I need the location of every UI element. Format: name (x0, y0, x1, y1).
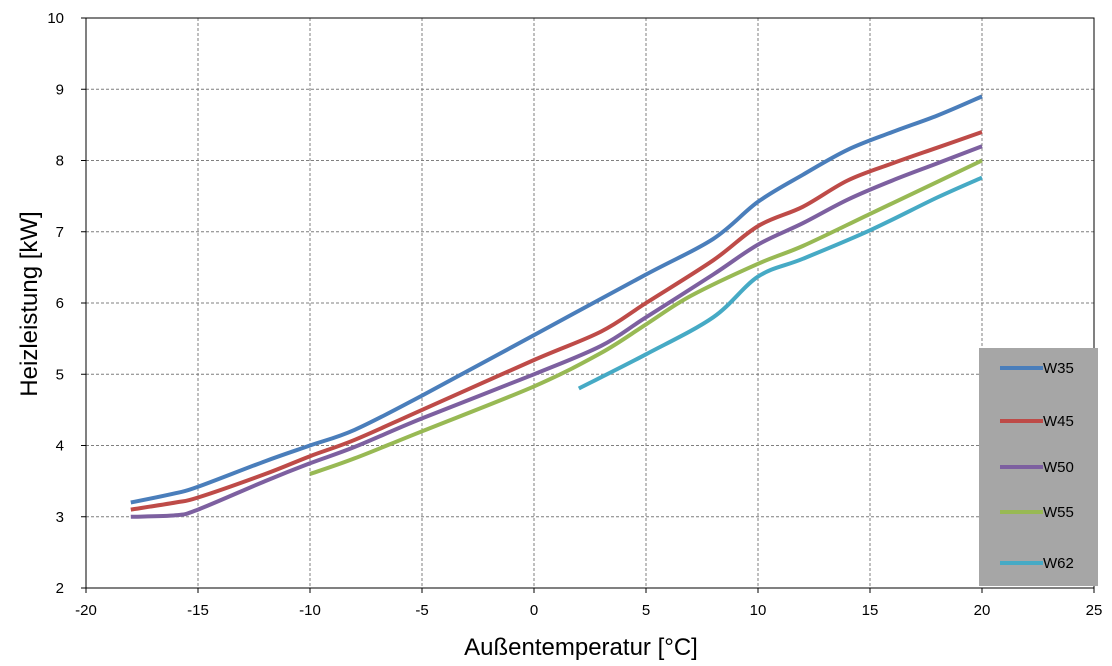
x-tick-label: 10 (750, 602, 767, 619)
y-tick-label: 3 (56, 509, 64, 526)
y-tick-label: 8 (56, 153, 64, 170)
y-tick-label: 6 (56, 295, 64, 312)
x-axis-ticks: -20 -15 -10 -5 0 5 10 15 20 25 (75, 588, 1102, 619)
legend-label-w35: W35 (1043, 360, 1074, 377)
x-tick-label: 15 (862, 602, 879, 619)
x-tick-label: -10 (299, 602, 321, 619)
legend-label-w50: W50 (1043, 459, 1074, 476)
series-line-w62 (577, 175, 983, 391)
x-tick-label: 25 (1086, 602, 1103, 619)
x-tick-label: -20 (75, 602, 97, 619)
series-line-w45 (130, 130, 983, 512)
x-tick-label: 0 (530, 602, 538, 619)
x-tick-label: 5 (642, 602, 650, 619)
x-axis-title: Außentemperatur [°C] (464, 634, 698, 661)
legend-label-w55: W55 (1043, 504, 1074, 521)
y-tick-label: 2 (56, 580, 64, 597)
y-tick-label: 4 (56, 438, 64, 455)
y-tick-label: 7 (56, 224, 64, 241)
y-axis-ticks: 2 3 4 5 6 7 8 9 10 (47, 10, 86, 597)
y-axis-title: Heizleistung [kW] (16, 211, 43, 396)
series-line-w35 (130, 94, 983, 505)
series-layer (130, 94, 983, 519)
x-tick-label: -5 (415, 602, 428, 619)
series-line-w55 (309, 158, 983, 476)
y-tick-label: 9 (56, 81, 64, 98)
y-tick-label: 10 (47, 10, 64, 27)
y-tick-label: 5 (56, 366, 64, 383)
series-line-w50 (130, 144, 983, 519)
legend: W35 W45 W50 W55 W62 (979, 348, 1098, 586)
x-tick-label: 20 (974, 602, 991, 619)
x-tick-label: -15 (187, 602, 209, 619)
legend-label-w45: W45 (1043, 413, 1074, 430)
legend-label-w62: W62 (1043, 555, 1074, 572)
